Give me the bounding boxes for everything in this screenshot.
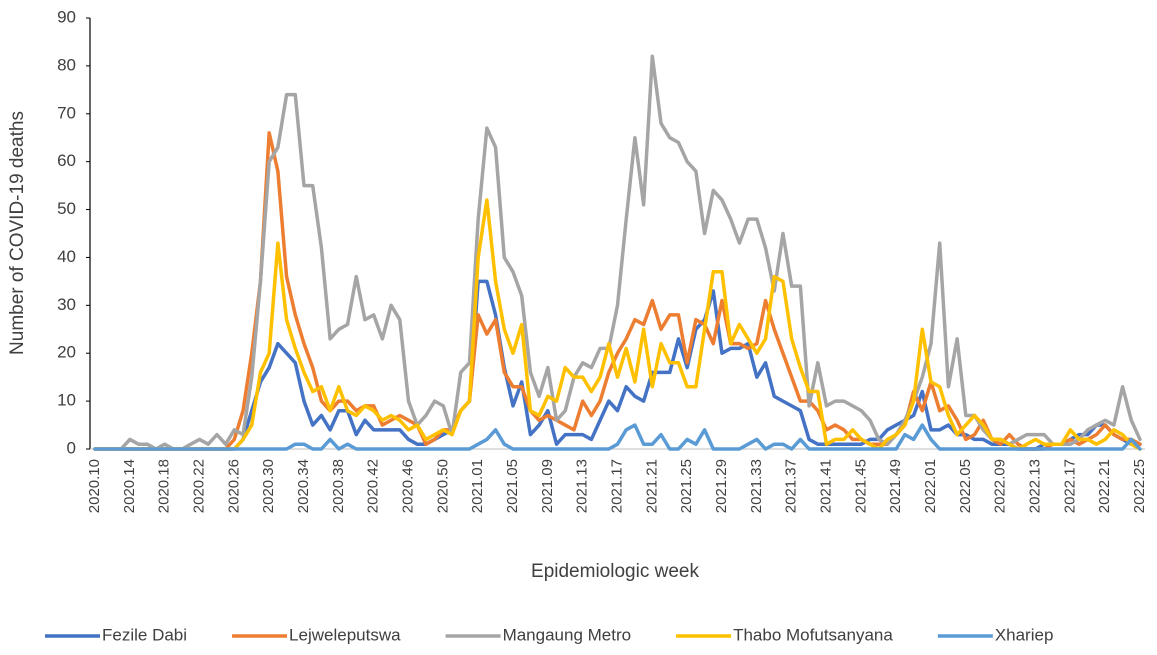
series-line: [93, 423, 1142, 451]
x-tick-label: 2021.13: [574, 459, 591, 513]
x-tick-label: 2021.33: [748, 459, 765, 513]
x-tick-label: 2021.29: [713, 459, 730, 513]
y-tick-label: 30: [57, 295, 76, 314]
x-tick-label: 2020.14: [121, 459, 138, 513]
y-tick-label: 50: [57, 199, 76, 218]
legend-label: Fezile Dabi: [102, 625, 187, 644]
y-axis-title: Number of COVID-19 deaths: [7, 111, 28, 355]
legend-label: Lejweleputswa: [289, 625, 401, 644]
x-tick-label: 2021.25: [678, 459, 695, 513]
x-tick-label: 2022.01: [922, 459, 939, 513]
x-tick-label: 2022.13: [1026, 459, 1043, 513]
x-tick-label: 2020.42: [365, 459, 382, 513]
y-tick-label: 90: [57, 7, 76, 26]
x-tick-label: 2020.10: [86, 459, 103, 513]
x-tick-label: 2020.22: [190, 459, 207, 513]
series-line: [93, 279, 1142, 451]
x-tick-label: 2022.21: [1096, 459, 1113, 513]
x-tick-label: 2020.50: [434, 459, 451, 513]
x-tick-label: 2020.18: [156, 459, 173, 513]
y-tick-label: 40: [57, 247, 76, 266]
x-tick-label: 2021.41: [817, 459, 834, 513]
x-tick-label: 2021.45: [852, 459, 869, 513]
x-tick-label: 2022.05: [957, 459, 974, 513]
x-tick-label: 2020.30: [260, 459, 277, 513]
series-line: [93, 54, 1142, 451]
x-axis-title: Epidemiologic week: [531, 561, 699, 582]
x-tick-label: 2021.37: [783, 459, 800, 513]
series-line: [93, 198, 1142, 451]
y-tick-label: 60: [57, 151, 76, 170]
x-tick-label: 2022.09: [992, 459, 1009, 513]
x-tick-label: 2021.01: [469, 459, 486, 513]
x-tick-label: 2020.38: [330, 459, 347, 513]
y-tick-label: 70: [57, 103, 76, 122]
x-tick-label: 2020.34: [295, 459, 312, 513]
y-tick-label: 10: [57, 391, 76, 410]
x-tick-label: 2021.09: [539, 459, 556, 513]
y-tick-label: 80: [57, 55, 76, 74]
x-tick-label: 2022.25: [1131, 459, 1148, 513]
legend-label: Mangaung Metro: [503, 625, 632, 644]
y-tick-label: 0: [67, 438, 76, 457]
legend-label: Thabo Mofutsanyana: [733, 625, 893, 644]
x-tick-label: 2021.17: [608, 459, 625, 513]
x-tick-label: 2021.49: [887, 459, 904, 513]
x-tick-label: 2020.26: [225, 459, 242, 513]
x-tick-label: 2021.05: [504, 459, 521, 513]
y-tick-label: 20: [57, 343, 76, 362]
series-line: [93, 131, 1142, 451]
x-tick-label: 2021.21: [643, 459, 660, 513]
legend-label: Xhariep: [995, 625, 1054, 644]
x-tick-label: 2020.46: [399, 459, 416, 513]
x-tick-label: 2022.17: [1061, 459, 1078, 513]
